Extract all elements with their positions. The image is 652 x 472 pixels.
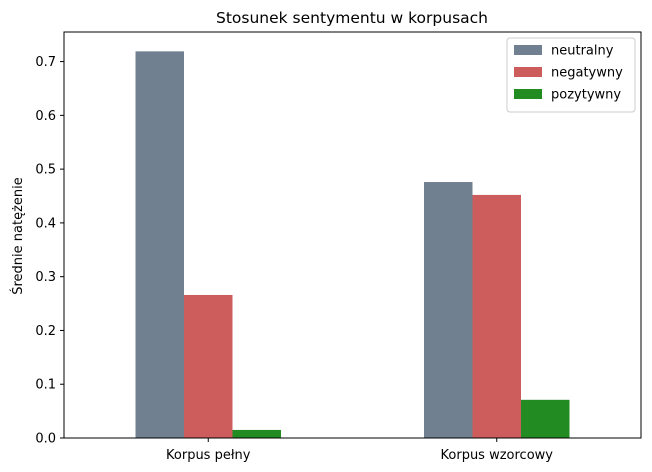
legend: neutralny negatywny pozytywny [506,37,636,113]
y-tick-label: 0.7 [35,55,56,70]
legend-swatch-negatywny [514,67,542,77]
plot-frame [63,31,642,439]
legend-swatch-neutralny [514,45,542,55]
bars-group [135,51,570,438]
y-tick-label: 0.4 [35,216,56,231]
y-tick-label: 0.2 [35,324,56,339]
bar-pozytywny-1 [232,429,281,438]
y-axis-label: Średnie natężenie [10,177,26,295]
bar-neutralny-2 [424,182,473,438]
y-tick-label: 0.3 [35,270,56,285]
legend-swatch-pozytywny [514,89,542,99]
legend-label-neutralny: neutralny [551,44,614,59]
y-tick-label: 0.6 [35,109,56,124]
x-tick-label: Korpus pełny [166,448,251,463]
chart-title: Stosunek sentymentu w korpusach [216,9,488,27]
y-tick-label: 0.1 [35,378,56,393]
bar-neutralny-1 [135,51,184,438]
legend-label-negatywny: negatywny [551,66,623,81]
y-tick-label: 0.5 [35,163,56,178]
y-axis: 0.0 0.1 0.2 0.3 0.4 0.5 0.6 0.7 [35,55,64,447]
bar-pozytywny-2 [521,399,570,438]
x-tick-label: Korpus wzorcowy [441,448,554,463]
x-axis: Korpus pełny Korpus wzorcowy [166,438,553,463]
bar-negatywny-1 [184,294,233,438]
y-tick-label: 0.0 [35,432,56,447]
legend-label-pozytywny: pozytywny [551,88,621,103]
bar-negatywny-2 [472,194,521,438]
